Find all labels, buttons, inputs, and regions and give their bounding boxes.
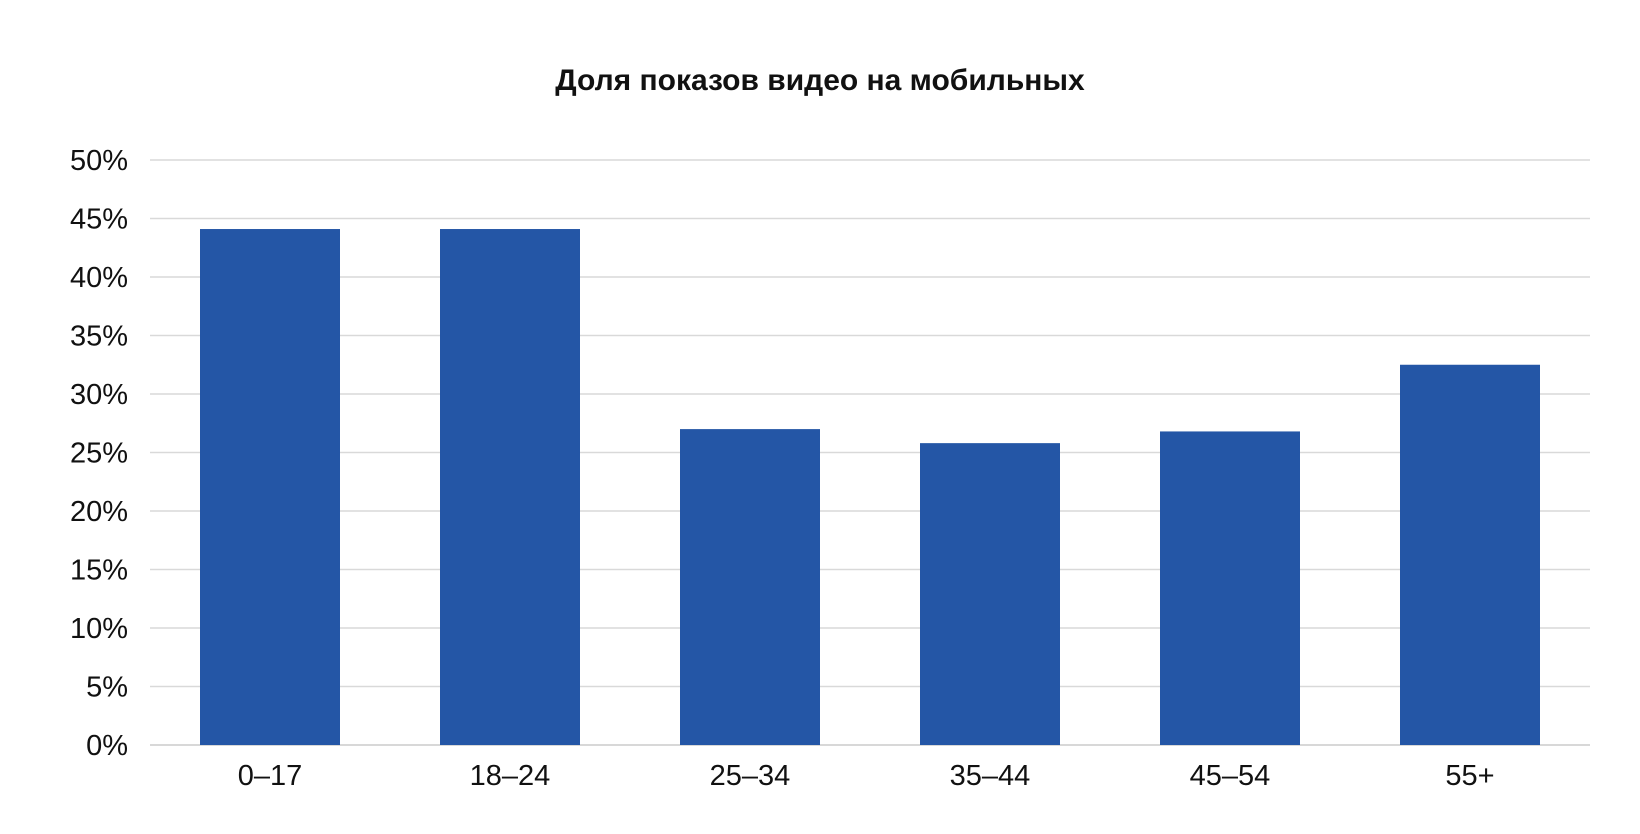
y-tick-label: 25% — [70, 438, 128, 470]
x-axis-ticks: 0–17 18–24 25–34 35–44 45–54 55+ — [238, 760, 1495, 792]
y-tick-label: 40% — [70, 262, 128, 294]
y-tick-label: 30% — [70, 379, 128, 411]
y-tick-label: 20% — [70, 496, 128, 528]
chart-title: Доля показов видео на мобильных — [555, 64, 1085, 97]
y-tick-label: 5% — [86, 672, 128, 704]
x-tick-label: 25–34 — [710, 760, 791, 792]
x-tick-label: 35–44 — [950, 760, 1031, 792]
y-tick-label: 50% — [70, 145, 128, 177]
x-tick-label: 55+ — [1445, 760, 1494, 792]
gridlines — [150, 159, 1590, 746]
bar-4 — [920, 443, 1060, 745]
bars — [200, 229, 1540, 745]
bar-5 — [1160, 431, 1300, 745]
x-tick-label: 45–54 — [1190, 760, 1271, 792]
y-tick-label: 45% — [70, 204, 128, 236]
y-axis-ticks: 0% 5% 10% 15% 20% 25% 30% 35% 40% 45% 50% — [70, 145, 128, 762]
bar-3 — [680, 429, 820, 745]
bar-6 — [1400, 364, 1540, 745]
y-tick-label: 35% — [70, 321, 128, 353]
bar-2 — [440, 229, 580, 745]
x-tick-label: 18–24 — [470, 760, 551, 792]
y-tick-label: 15% — [70, 555, 128, 587]
y-tick-label: 10% — [70, 613, 128, 645]
bar-1 — [200, 229, 340, 745]
x-tick-label: 0–17 — [238, 760, 303, 792]
y-tick-label: 0% — [86, 730, 128, 762]
